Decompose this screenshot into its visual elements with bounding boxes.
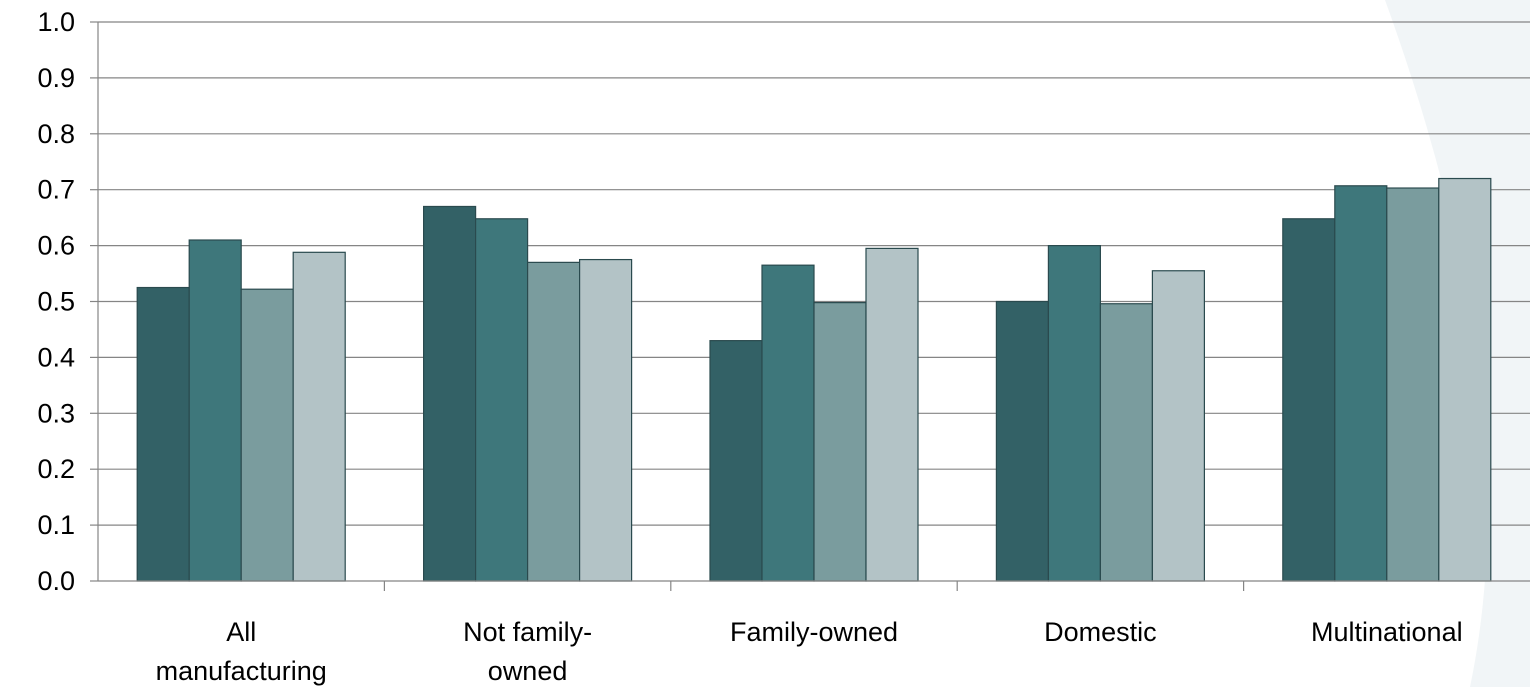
- y-tick-label: 0.7: [37, 175, 75, 205]
- x-category-labels: All manufacturing Not family-owned Family-o…: [156, 617, 1463, 686]
- x-category-label: Domestic: [1044, 617, 1157, 647]
- background-watermark-swoosh: [1385, 0, 1530, 687]
- bar: [240, 288, 294, 582]
- bar: [1386, 187, 1440, 582]
- x-category-label-line: manufacturing: [156, 656, 327, 686]
- y-tick-label: 0.5: [37, 287, 75, 317]
- bar: [292, 251, 346, 582]
- bar: [475, 218, 529, 582]
- bar: [1438, 177, 1492, 582]
- x-category-label-line: All: [226, 617, 256, 647]
- bar: [1099, 303, 1154, 582]
- y-tick-label: 0.4: [37, 342, 75, 372]
- x-category-label-line: Not family-: [463, 617, 592, 647]
- x-category-label-line: Multinational: [1311, 617, 1463, 647]
- x-category-label: Not family-owned: [463, 617, 592, 686]
- x-category-label-line: Domestic: [1044, 617, 1157, 647]
- bar: [1047, 245, 1102, 582]
- bars: [136, 177, 1492, 582]
- y-tick-label: 0.9: [37, 63, 75, 93]
- bar: [578, 258, 633, 582]
- x-category-label: Multinational: [1311, 617, 1463, 647]
- x-category-label-line: Family-owned: [730, 617, 898, 647]
- bar: [813, 302, 867, 582]
- bar: [709, 340, 763, 582]
- bar: [136, 286, 190, 582]
- y-tick-label: 0.3: [37, 398, 75, 428]
- y-tick-label: 1.0: [37, 7, 75, 37]
- x-category-label: All manufacturing: [156, 617, 327, 686]
- y-tick-label: 0.2: [37, 454, 75, 484]
- bar: [865, 247, 919, 582]
- y-tick-label: 0.6: [37, 231, 75, 261]
- bar: [1282, 218, 1336, 582]
- x-category-label: Family-owned: [730, 617, 898, 647]
- axes: [90, 21, 1530, 591]
- bar: [761, 264, 815, 582]
- bar: [995, 300, 1050, 582]
- bar: [1151, 270, 1206, 582]
- bar: [188, 239, 242, 582]
- y-tick-label: 0.8: [37, 119, 75, 149]
- x-category-label-line: owned: [488, 656, 568, 686]
- y-tick-label: 0.1: [37, 510, 75, 540]
- y-tick-label: 0.0: [37, 566, 75, 596]
- bar: [1334, 185, 1388, 582]
- bar: [526, 261, 581, 582]
- bar: [423, 205, 477, 582]
- y-tick-labels: 0.0 0.1 0.2 0.3 0.4 0.5 0.6 0.7 0.8 0.9 1.0: [37, 7, 75, 596]
